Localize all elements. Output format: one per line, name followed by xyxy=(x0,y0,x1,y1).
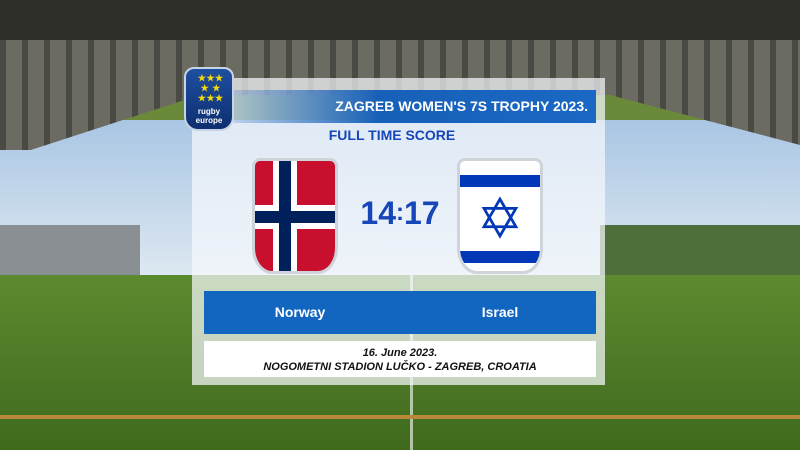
score-separator: : xyxy=(396,199,404,226)
norway-flag-icon xyxy=(252,158,338,274)
away-score: 17 xyxy=(404,195,440,231)
logo-text: rugby europe xyxy=(195,107,223,125)
fence xyxy=(0,415,800,419)
full-time-label: FULL TIME SCORE xyxy=(328,127,456,143)
scoreline: 14:17 xyxy=(340,195,460,232)
israel-flag-icon: ✡ xyxy=(457,158,543,274)
away-team-name: Israel xyxy=(481,304,519,320)
trees xyxy=(600,225,800,275)
roof-beam xyxy=(0,0,800,40)
match-info: 16. June 2023. NOGOMETNI STADION LUČKO -… xyxy=(204,341,596,377)
grandstand xyxy=(0,225,140,280)
home-score: 14 xyxy=(360,195,396,231)
match-venue: NOGOMETNI STADION LUČKO - ZAGREB, CROATI… xyxy=(263,361,537,373)
event-title: ZAGREB WOMEN'S 7S TROPHY 2023. xyxy=(234,90,596,123)
teams-bar: Norway Israel xyxy=(204,291,596,334)
home-team-name: Norway xyxy=(274,304,326,320)
match-date: 16. June 2023. xyxy=(362,347,438,359)
stars-icon: ★ ★ ★ ★ ★ ★ ★ ★ xyxy=(197,73,223,103)
rugby-europe-logo: ★ ★ ★ ★ ★ ★ ★ ★ rugby europe xyxy=(184,67,234,131)
